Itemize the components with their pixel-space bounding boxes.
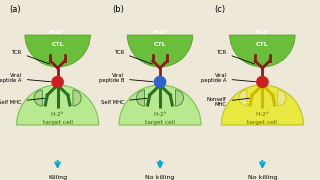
Text: (b): (b): [112, 5, 124, 14]
Wedge shape: [136, 90, 145, 106]
Text: Viral
peptide B: Viral peptide B: [99, 73, 153, 83]
Text: (c): (c): [214, 5, 225, 14]
Text: Nonself
MHC: Nonself MHC: [207, 97, 249, 107]
Text: H-2$^k$: H-2$^k$: [152, 27, 168, 37]
Wedge shape: [175, 90, 184, 106]
Wedge shape: [239, 90, 247, 106]
Wedge shape: [119, 85, 201, 125]
Wedge shape: [73, 90, 81, 106]
Text: TCR: TCR: [216, 50, 255, 64]
Text: Viral
peptide A: Viral peptide A: [201, 73, 256, 83]
Text: CTL: CTL: [154, 42, 166, 46]
Text: No killing: No killing: [145, 175, 175, 180]
Wedge shape: [17, 85, 99, 125]
Text: TCR: TCR: [114, 50, 152, 64]
Wedge shape: [127, 35, 193, 67]
Wedge shape: [34, 90, 42, 106]
Text: Self MHC: Self MHC: [0, 98, 44, 105]
Text: H-2$^k$
target cell: H-2$^k$ target cell: [145, 109, 175, 125]
Circle shape: [257, 76, 268, 87]
Text: H-2$^k$
target cell: H-2$^k$ target cell: [43, 109, 73, 125]
Text: CTL: CTL: [256, 42, 269, 46]
Text: Killing: Killing: [48, 175, 67, 180]
Text: Viral
peptide A: Viral peptide A: [0, 73, 51, 83]
Wedge shape: [230, 35, 295, 67]
Wedge shape: [221, 85, 303, 125]
Wedge shape: [278, 90, 286, 106]
Circle shape: [52, 76, 63, 87]
Text: H-2$^k$: H-2$^k$: [254, 27, 271, 37]
Text: H-2$^k$: H-2$^k$: [49, 27, 66, 37]
Text: CTL: CTL: [51, 42, 64, 46]
Text: TCR: TCR: [12, 50, 50, 64]
Circle shape: [154, 76, 166, 87]
Text: No killing: No killing: [248, 175, 277, 180]
Wedge shape: [25, 35, 90, 67]
Text: (a): (a): [10, 5, 21, 14]
Text: Self MHC: Self MHC: [100, 98, 147, 105]
Text: H-2$^d$
target cell: H-2$^d$ target cell: [247, 109, 277, 125]
